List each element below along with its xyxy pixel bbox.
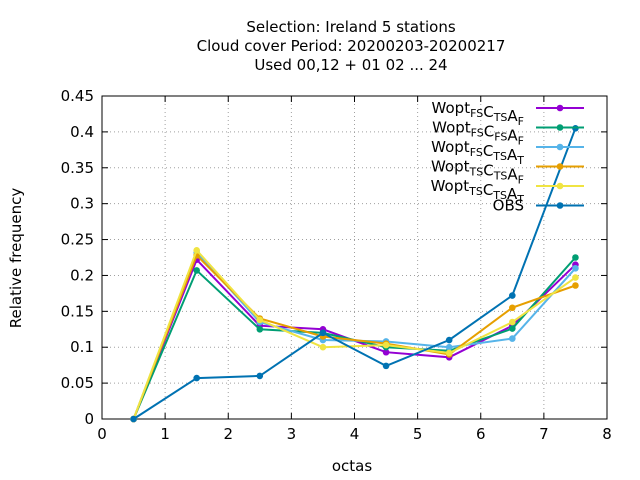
legend-entry: WoptTSCTSAT bbox=[431, 177, 584, 206]
legend-swatch-point bbox=[556, 124, 564, 131]
data-point bbox=[445, 343, 453, 351]
data-point bbox=[572, 274, 579, 281]
x-tick-label: 8 bbox=[602, 425, 612, 443]
data-point bbox=[319, 329, 327, 337]
series-line bbox=[132, 248, 576, 420]
x-tick-label: 7 bbox=[539, 425, 549, 443]
y-tick-label: 0 bbox=[84, 410, 94, 428]
y-tick-label: 0.45 bbox=[61, 87, 94, 105]
x-tick-label: 4 bbox=[350, 425, 360, 443]
title-line-2: Cloud cover Period: 20200203-20200217 bbox=[197, 37, 506, 55]
data-point bbox=[256, 372, 264, 380]
data-point bbox=[382, 341, 390, 349]
legend-label: WoptTSCTSAT bbox=[431, 177, 525, 206]
x-tick-label: 3 bbox=[287, 425, 297, 443]
legend-label: OBS bbox=[493, 197, 524, 215]
legend-swatch-point bbox=[556, 163, 564, 170]
data-point bbox=[256, 325, 264, 333]
data-point bbox=[445, 349, 453, 357]
x-tick-label: 5 bbox=[413, 425, 423, 443]
data-point bbox=[256, 316, 264, 324]
data-point bbox=[130, 415, 137, 423]
data-point bbox=[572, 264, 579, 272]
y-tick-label: 0.35 bbox=[61, 159, 94, 177]
data-point bbox=[319, 343, 327, 351]
y-tick-label: 0.2 bbox=[70, 266, 94, 284]
y-tick-label: 0.1 bbox=[70, 338, 94, 356]
chart-title: Selection: Ireland 5 stations Cloud cove… bbox=[197, 18, 506, 74]
y-tick-label: 0.15 bbox=[61, 302, 94, 320]
data-point bbox=[509, 318, 516, 326]
legend-label: WoptFSCTSAT bbox=[431, 138, 524, 167]
legend: WoptFSCTSAFWoptFSCFSAFWoptFSCTSATWoptTSC… bbox=[431, 99, 584, 215]
legend-entry: WoptTSCTSAF bbox=[431, 158, 584, 187]
legend-label: WoptFSCFSAF bbox=[432, 119, 524, 148]
data-point bbox=[193, 247, 200, 254]
y-tick-label: 0.3 bbox=[70, 195, 94, 213]
data-point bbox=[193, 374, 200, 382]
y-tick-label: 0.4 bbox=[70, 123, 94, 141]
legend-swatch-point bbox=[556, 143, 564, 151]
axis-ticks: 0 1 2 3 4 5 6 7 8 0 0.05 0.1 0.15 0.2 0.25 0.3 0.35 0.4 0.… bbox=[61, 87, 612, 443]
series-line bbox=[133, 127, 577, 420]
legend-entry: WoptFSCTSAF bbox=[432, 99, 584, 128]
data-point bbox=[509, 304, 516, 312]
legend-entry: OBS bbox=[493, 197, 584, 215]
data-point bbox=[445, 336, 453, 344]
series-line bbox=[132, 250, 577, 420]
legend-entry: WoptFSCFSAF bbox=[432, 119, 584, 148]
x-tick-label: 1 bbox=[160, 425, 170, 443]
series-lines bbox=[130, 125, 579, 423]
y-tick-label: 0.25 bbox=[61, 231, 94, 249]
series-line bbox=[132, 253, 576, 420]
data-point bbox=[382, 362, 390, 370]
x-axis-label: octas bbox=[332, 457, 372, 475]
data-point bbox=[382, 348, 390, 356]
x-tick-label: 2 bbox=[223, 425, 233, 443]
y-axis-label: Relative frequency bbox=[7, 188, 25, 329]
data-point bbox=[509, 325, 516, 332]
data-point bbox=[572, 282, 579, 289]
y-tick-label: 0.05 bbox=[61, 374, 94, 392]
title-line-1: Selection: Ireland 5 stations bbox=[246, 18, 456, 36]
data-point bbox=[509, 335, 516, 342]
legend-label: WoptTSCTSAF bbox=[431, 158, 524, 187]
x-tick-label: 0 bbox=[97, 425, 107, 443]
legend-swatch-point bbox=[556, 104, 564, 112]
title-line-3: Used 00,12 + 01 02 ... 24 bbox=[254, 56, 447, 74]
legend-label: WoptFSCTSAF bbox=[432, 99, 524, 128]
data-point bbox=[509, 292, 516, 299]
legend-swatch-point bbox=[556, 182, 564, 190]
data-point bbox=[572, 254, 579, 261]
grid bbox=[102, 96, 607, 419]
legend-swatch-point bbox=[556, 202, 564, 209]
data-point bbox=[193, 267, 200, 274]
x-tick-label: 6 bbox=[476, 425, 486, 443]
legend-entry: WoptFSCTSAT bbox=[431, 138, 584, 167]
series-5 bbox=[130, 247, 579, 423]
